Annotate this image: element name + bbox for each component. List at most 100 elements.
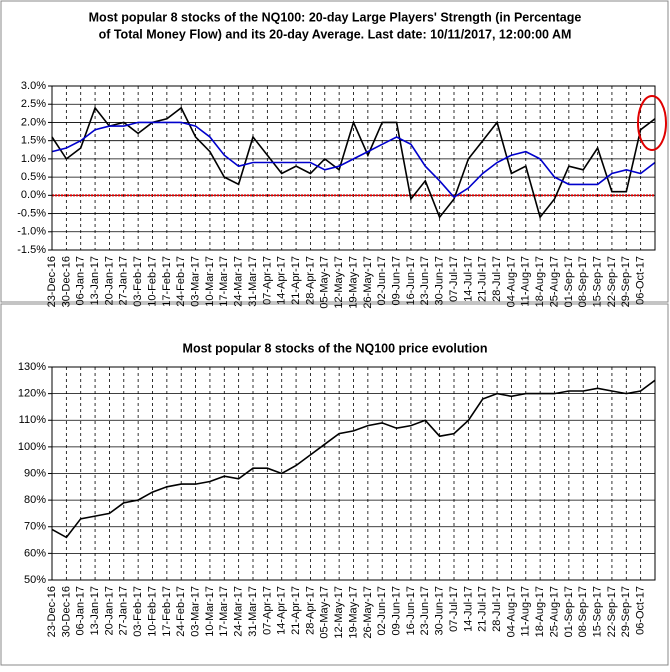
x-tick-label: 07-Apr-17 [261,586,273,635]
x-tick-label: 02-Jun-17 [376,256,388,306]
x-tick-label: 03-Mar-17 [189,586,201,637]
x-tick-label: 15-Sep-17 [591,586,603,637]
x-tick-label: 06-Oct-17 [635,256,647,305]
x-tick-label: 23-Jun-17 [419,256,431,306]
x-tick-label: 26-May-17 [362,256,374,309]
x-tick-label: 29-Sep-17 [620,256,632,307]
x-tick-label: 05-May-17 [319,586,331,639]
x-tick-label: 28-Apr-17 [304,586,316,635]
x-tick-label: 09-Jun-17 [390,586,402,636]
y-tick-label: 130% [18,361,46,373]
x-tick-label: 06-Jan-17 [75,586,87,636]
x-tick-label: 21-Apr-17 [290,256,302,305]
x-tick-label: 23-Dec-16 [46,256,58,307]
x-tick-label: 22-Sep-17 [606,256,618,307]
x-tick-label: 21-Jul-17 [477,256,489,302]
x-tick-label: 29-Sep-17 [620,586,632,637]
x-tick-label: 17-Mar-17 [218,256,230,307]
x-tick-label: 27-Jan-17 [118,586,130,636]
x-tick-label: 17-Feb-17 [161,586,173,637]
y-tick-label: 100% [18,441,46,453]
x-tick-label: 16-Jun-17 [405,256,417,306]
x-tick-label: 09-Jun-17 [390,256,402,306]
x-tick-label: 19-May-17 [347,586,359,639]
x-tick-label: 03-Mar-17 [189,256,201,307]
x-tick-label: 23-Jun-17 [419,586,431,636]
x-tick-label: 28-Apr-17 [304,256,316,305]
x-tick-label: 06-Oct-17 [635,586,647,635]
x-tick-label: 28-Jul-17 [491,586,503,632]
x-tick-label: 07-Jul-17 [448,586,460,632]
x-tick-label: 03-Feb-17 [132,256,144,307]
x-tick-label: 24-Mar-17 [233,586,245,637]
x-tick-label: 14-Apr-17 [276,256,288,305]
y-tick-label: -0.5% [17,207,46,219]
x-tick-label: 18-Aug-17 [534,586,546,637]
x-tick-label: 26-May-17 [362,586,374,639]
x-tick-label: 11-Aug-17 [520,586,532,637]
y-tick-label: 80% [24,494,46,506]
y-tick-label: 1.5% [21,135,46,147]
x-tick-label: 16-Jun-17 [405,586,417,636]
x-tick-label: 10-Feb-17 [146,586,158,637]
y-tick-label: -1.0% [17,226,46,238]
x-tick-label: 14-Jul-17 [462,256,474,302]
data-line [51,121,656,199]
plot-border [51,85,656,251]
x-tick-label: 17-Mar-17 [218,586,230,637]
x-tick-label: 28-Jul-17 [491,256,503,302]
y-tick-label: 70% [24,521,46,533]
plot-area [52,86,655,250]
x-tick-label: 10-Mar-17 [204,256,216,307]
x-tick-label: 08-Sep-17 [577,256,589,307]
x-tick-label: 18-Aug-17 [534,256,546,307]
x-tick-label: 12-May-17 [333,256,345,309]
y-tick-label: -1.5% [17,244,46,256]
x-tick-label: 31-Mar-17 [247,256,259,307]
x-tick-label: 11-Aug-17 [520,256,532,307]
x-tick-label: 27-Jan-17 [118,256,130,306]
x-tick-label: 15-Sep-17 [591,256,603,307]
y-tick-label: 2.0% [21,116,46,128]
highlight-ellipse [637,95,667,151]
x-tick-label: 20-Jan-17 [103,586,115,636]
x-tick-label: 24-Feb-17 [175,586,187,637]
data-line [51,379,656,539]
x-tick-label: 05-May-17 [319,256,331,309]
x-tick-label: 13-Jan-17 [89,586,101,636]
x-tick-label: 30-Dec-16 [60,256,72,307]
x-tick-label: 25-Aug-17 [548,586,560,637]
chart-title: of Total Money Flow) and its 20-day Aver… [99,27,572,41]
y-tick-label: 2.5% [21,98,46,110]
x-tick-label: 04-Aug-17 [505,586,517,637]
x-tick-label: 12-May-17 [333,586,345,639]
y-tick-label: 60% [24,547,46,559]
y-tick-label: 120% [18,388,46,400]
x-tick-label: 03-Feb-17 [132,586,144,637]
y-tick-label: 1.0% [21,153,46,165]
x-tick-label: 07-Apr-17 [261,256,273,305]
x-tick-label: 30-Jun-17 [434,586,446,636]
y-tick-label: 0.5% [21,171,46,183]
x-tick-label: 13-Jan-17 [89,256,101,306]
x-tick-label: 04-Aug-17 [505,256,517,307]
plot-border [51,366,656,581]
x-tick-label: 21-Apr-17 [290,586,302,635]
y-tick-label: 3.0% [21,80,46,92]
x-tick-label: 30-Jun-17 [434,256,446,306]
x-tick-label: 14-Jul-17 [462,586,474,632]
y-tick-label: 50% [24,574,46,586]
chart-title: Most popular 8 stocks of the NQ100: 20-d… [89,10,582,24]
x-tick-label: 01-Sep-17 [563,586,575,637]
x-tick-label: 07-Jul-17 [448,256,460,302]
chart-title: Most popular 8 stocks of the NQ100 price… [183,341,488,355]
y-tick-label: 90% [24,467,46,479]
x-tick-label: 24-Feb-17 [175,256,187,307]
x-tick-label: 10-Feb-17 [146,256,158,307]
x-tick-label: 06-Jan-17 [75,256,87,306]
x-tick-label: 22-Sep-17 [606,586,618,637]
x-tick-label: 08-Sep-17 [577,586,589,637]
x-tick-label: 19-May-17 [347,256,359,309]
x-tick-label: 10-Mar-17 [204,586,216,637]
